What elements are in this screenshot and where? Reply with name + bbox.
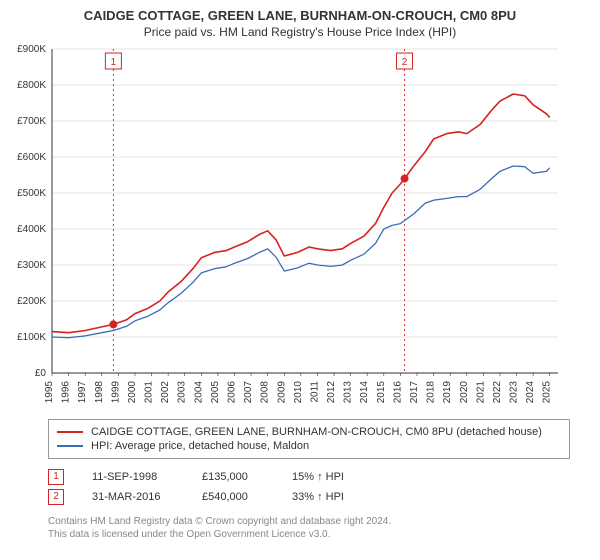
legend: CAIDGE COTTAGE, GREEN LANE, BURNHAM-ON-C… [48,419,570,459]
sale-price: £540,000 [202,491,292,503]
svg-text:2023: 2023 [509,380,520,403]
svg-text:£600K: £600K [17,152,46,163]
svg-text:2018: 2018 [426,380,437,403]
sales-table: 1 11-SEP-1998£135,00015% ↑ HPI 2 31-MAR-201… [48,469,600,505]
svg-text:2009: 2009 [276,380,287,403]
svg-text:2019: 2019 [442,380,453,403]
chart-subtitle: Price paid vs. HM Land Registry's House … [0,25,600,43]
svg-text:£900K: £900K [17,44,46,55]
sale-row: 2 31-MAR-2016£540,00033% ↑ HPI [48,489,600,505]
svg-text:£300K: £300K [17,260,46,271]
sale-row: 1 11-SEP-1998£135,00015% ↑ HPI [48,469,600,485]
sale-marker-box: 1 [48,469,64,485]
sale-price: £135,000 [202,471,292,483]
svg-text:2012: 2012 [326,380,337,403]
sale-pct: 33% ↑ HPI [292,491,382,503]
svg-text:2: 2 [402,57,408,68]
footnote-line-2: This data is licensed under the Open Gov… [48,528,600,541]
svg-text:1997: 1997 [77,380,88,403]
svg-text:2016: 2016 [392,380,403,403]
svg-text:2024: 2024 [525,380,536,403]
legend-label: CAIDGE COTTAGE, GREEN LANE, BURNHAM-ON-C… [91,426,542,438]
footnote: Contains HM Land Registry data © Crown c… [48,515,600,541]
svg-text:2011: 2011 [309,380,320,402]
legend-label: HPI: Average price, detached house, Mald… [91,440,309,452]
svg-text:1999: 1999 [110,380,121,403]
svg-text:2010: 2010 [293,380,304,403]
svg-text:£0: £0 [35,368,47,379]
svg-text:2013: 2013 [343,380,354,403]
svg-text:2006: 2006 [226,380,237,403]
svg-text:2004: 2004 [193,380,204,403]
svg-text:2003: 2003 [177,380,188,403]
svg-text:£400K: £400K [17,224,46,235]
svg-text:1995: 1995 [44,380,55,403]
chart-title: CAIDGE COTTAGE, GREEN LANE, BURNHAM-ON-C… [0,0,600,25]
svg-text:2000: 2000 [127,380,138,403]
svg-text:2001: 2001 [144,380,155,403]
sale-date: 11-SEP-1998 [92,471,202,483]
svg-text:2014: 2014 [359,380,370,403]
sale-pct: 15% ↑ HPI [292,471,382,483]
sale-date: 31-MAR-2016 [92,491,202,503]
svg-text:2021: 2021 [475,380,486,403]
chart-area: £0 £100K £200K £300K £400K £500K £600K £700K £80… [8,43,568,413]
legend-swatch [57,445,83,447]
svg-text:£700K: £700K [17,116,46,127]
sale-marker-box: 2 [48,489,64,505]
svg-text:1998: 1998 [94,380,105,403]
svg-text:2002: 2002 [160,380,171,403]
svg-text:2020: 2020 [459,380,470,403]
legend-row: CAIDGE COTTAGE, GREEN LANE, BURNHAM-ON-C… [57,426,561,438]
svg-text:1: 1 [111,57,117,68]
svg-text:2008: 2008 [260,380,271,403]
svg-text:2015: 2015 [376,380,387,403]
svg-text:1996: 1996 [61,380,72,403]
svg-text:2005: 2005 [210,380,221,403]
svg-text:2007: 2007 [243,380,254,403]
svg-text:£200K: £200K [17,296,46,307]
svg-text:2025: 2025 [542,380,553,403]
svg-text:2017: 2017 [409,380,420,403]
legend-row: HPI: Average price, detached house, Mald… [57,440,561,452]
legend-swatch [57,431,83,433]
footnote-line-1: Contains HM Land Registry data © Crown c… [48,515,600,528]
line-chart: £0 £100K £200K £300K £400K £500K £600K £700K £80… [8,43,568,413]
svg-text:£500K: £500K [17,188,46,199]
svg-text:£100K: £100K [17,332,46,343]
svg-text:£800K: £800K [17,80,46,91]
svg-text:2022: 2022 [492,380,503,403]
